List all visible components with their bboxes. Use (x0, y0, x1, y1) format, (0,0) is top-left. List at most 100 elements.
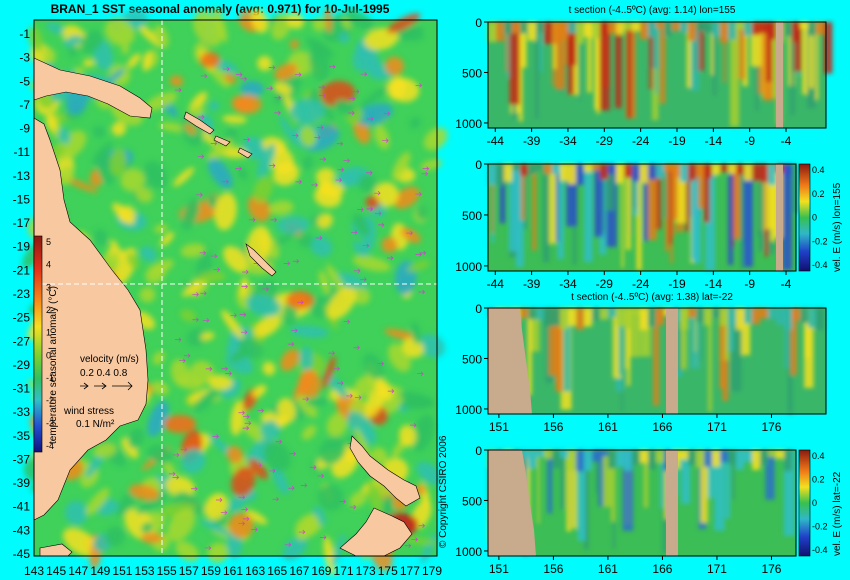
p2-colorbar-tick: -0.2 (812, 236, 828, 246)
p4-colorbar-tick: 0 (812, 498, 817, 508)
map-lon-tick-label: 177 (400, 564, 420, 578)
wind-stress-label: wind stress (63, 406, 114, 417)
p3-y-tick-label: 500 (462, 352, 482, 366)
p3-x-tick-label: 151 (489, 420, 509, 434)
map-lon-tick-label: 147 (68, 564, 88, 578)
map-lat-tick-label: -25 (13, 311, 31, 325)
panel2-colorbar-ticks: 0.4 0.2 0 -0.2 -0.4 (812, 165, 828, 270)
map-colorbar-tick: -3 (46, 418, 54, 428)
panel3-field (488, 308, 824, 414)
map-lat-tick-label: -13 (13, 169, 31, 183)
map-lat-tick-label: -1 (19, 27, 30, 41)
p4-x-tick-label: 156 (543, 562, 563, 576)
p4-y-tick-label: 0 (475, 444, 482, 458)
wind-stress-scale: 0.1 N/m² (76, 419, 115, 430)
panel2-field (488, 164, 798, 271)
p2-y-tick-label: 0 (475, 158, 482, 172)
map-lon-tick-label: 153 (135, 564, 155, 578)
p3-y-tick-label: 1000 (455, 403, 482, 417)
p2-colorbar-tick: -0.4 (812, 260, 828, 270)
panel4-frame (487, 449, 797, 557)
velocity-label: velocity (m/s) (80, 354, 139, 365)
p1-x-tick-label: -19 (668, 134, 686, 148)
p4-x-tick-label: 151 (489, 562, 509, 576)
map-lon-tick-label: 171 (334, 564, 354, 578)
p1-x-tick-label: -4 (781, 134, 792, 148)
map-lat-tick-label: -45 (13, 547, 31, 561)
map-lat-tick-label: -3 (19, 51, 30, 65)
p1-x-tick-label: -9 (744, 134, 755, 148)
p2-x-tick-label: -14 (705, 277, 723, 291)
map-lon-axis: 143 145 147 149 151 153 155 157 159 161 163 165 167 1… (24, 564, 442, 578)
map-colorbar-gradient (33, 235, 43, 453)
map-colorbar-label: temperature seasonal anomaly (°C) (48, 286, 59, 444)
map-lon-tick-label: 159 (201, 564, 221, 578)
p2-y-tick-label: 1000 (455, 260, 482, 274)
panel4-axes: 0 500 1000 151 156 161 166 171 176 (455, 444, 782, 576)
map-lat-tick-label: -11 (14, 145, 31, 159)
map-colorbar-tick: 4 (46, 260, 51, 270)
map-lat-tick-label: -39 (13, 476, 31, 490)
p2-y-tick-label: 500 (462, 209, 482, 223)
p2-colorbar-tick: 0.2 (812, 189, 825, 199)
p4-colorbar-tick: -0.2 (812, 522, 828, 532)
panel1-axes: 0 500 1000 -44 -39 -34 -29 -24 -19 -14 -9 -4 (455, 16, 791, 148)
panel2-colorbar (798, 163, 811, 272)
panel3-axes: 0 500 1000 151 156 161 166 171 176 (455, 302, 782, 434)
panel3-frame (487, 307, 827, 415)
velocity-scale: 0.2 0.4 0.8 (80, 368, 128, 379)
map-lat-tick-label: -23 (13, 287, 31, 301)
p4-colorbar-tick: 0.2 (812, 475, 825, 485)
p4-colorbar-tick: -0.4 (812, 545, 828, 555)
copyright-text: © Copyright CSIRO 2006 (438, 435, 449, 548)
p1-y-tick-label: 500 (462, 66, 482, 80)
land-solomon-islands (183, 111, 253, 159)
land-australia (33, 117, 149, 521)
p4-y-tick-label: 1000 (455, 545, 482, 559)
map-lon-tick-label: 149 (90, 564, 110, 578)
p2-x-tick-label: -24 (632, 277, 650, 291)
p1-x-tick-label: -44 (487, 134, 505, 148)
panel1-field (488, 22, 833, 127)
map-lat-tick-label: -21 (13, 263, 31, 277)
map-lat-tick-label: -7 (19, 98, 30, 112)
panel-lon155-velocity: 0 500 1000 -44 -39 -34 -29 -24 -19 -14 -9 -4 0.4 0.2… (455, 158, 843, 291)
p1-x-tick-label: -39 (523, 134, 541, 148)
map-lon-tick-label: 151 (112, 564, 132, 578)
map-colorbar-tick: -2 (46, 396, 54, 406)
p1-y-tick-label: 1000 (455, 117, 482, 131)
panel1-frame (487, 21, 827, 129)
p3-y-tick-label: 0 (475, 302, 482, 316)
map-lon-tick-label: 169 (311, 564, 331, 578)
map-lat-tick-label: -9 (19, 122, 30, 136)
map-colorbar-tick: -4 (46, 441, 54, 451)
map-colorbar-tick: -1 (46, 373, 54, 383)
p4-x-tick-label: 161 (598, 562, 618, 576)
panel4-colorbar-label: vel. E (m/s) lat=-22 (832, 471, 843, 556)
map-lon-tick-label: 143 (24, 564, 44, 578)
p1-x-tick-label: -34 (559, 134, 577, 148)
map-lat-tick-label: -27 (13, 334, 31, 348)
p2-x-tick-label: -29 (596, 277, 614, 291)
p2-x-tick-label: -9 (744, 277, 755, 291)
map-lat-tick-label: -29 (13, 358, 31, 372)
p4-x-tick-label: 176 (761, 562, 781, 576)
land-new-guinea (33, 57, 153, 119)
map-plot (22, 7, 448, 576)
panel3-land-mid (666, 308, 678, 414)
velocity-arrows (80, 381, 133, 391)
map-lon-tick-label: 145 (46, 564, 66, 578)
p1-x-tick-label: -24 (632, 134, 650, 148)
panel4-land-west (488, 450, 536, 556)
map-lat-tick-label: -41 (13, 500, 31, 514)
map-colorbar-tick: 5 (46, 237, 51, 247)
map-lon-tick-label: 173 (356, 564, 376, 578)
panel4-colorbar (798, 449, 811, 557)
map-lat-tick-label: -31 (13, 382, 31, 396)
panel-lat22-temperature: t section (-4..5ºC) (avg: 1.38) lat=-22 … (455, 292, 827, 434)
map-colorbar-tick: 1 (46, 328, 51, 338)
p2-colorbar-tick: 0.4 (812, 165, 825, 175)
p3-x-tick-label: 161 (598, 420, 618, 434)
p3-x-tick-label: 156 (543, 420, 563, 434)
